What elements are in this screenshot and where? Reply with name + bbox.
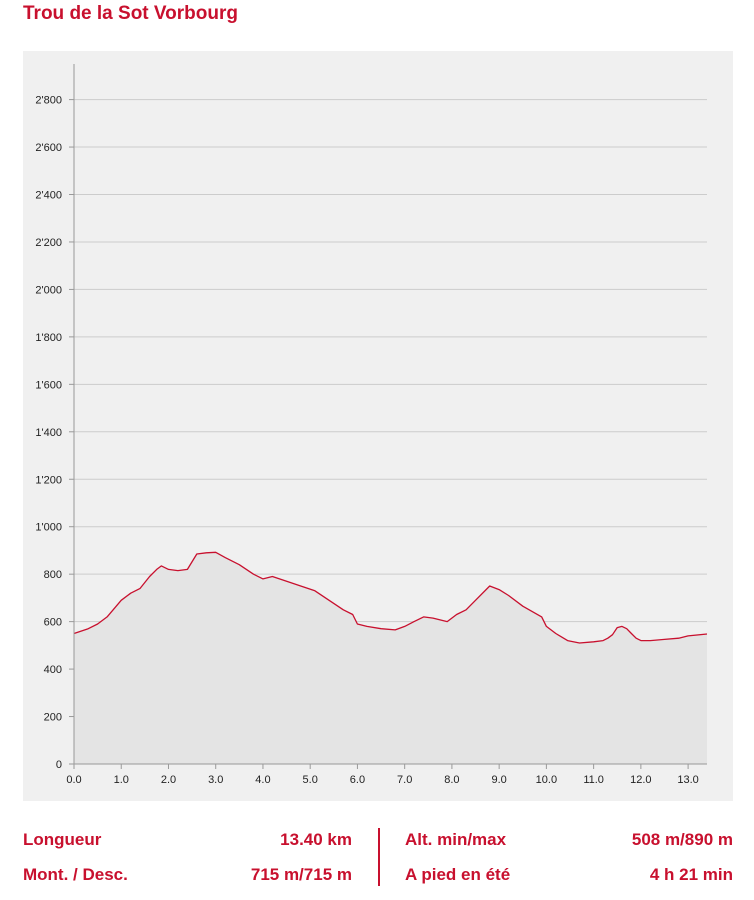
x-tick-label: 9.0 [492, 774, 507, 786]
ascent-descent-value: 715 m/715 m [250, 865, 352, 884]
walking-time-value: 4 h 21 min [649, 865, 733, 884]
y-tick-label: 800 [44, 569, 62, 581]
x-tick-label: 1.0 [114, 774, 129, 786]
y-tick-label: 2'800 [35, 95, 62, 107]
page-title: Trou de la Sot Vorbourg [23, 3, 238, 24]
stats-divider [378, 828, 380, 886]
x-tick-label: 8.0 [444, 774, 459, 786]
x-tick-label: 12.0 [630, 774, 651, 786]
y-tick-label: 1'400 [35, 427, 62, 439]
y-tick-label: 1'800 [35, 332, 62, 344]
altitude-label: Alt. min/max [405, 830, 507, 849]
x-tick-label: 0.0 [66, 774, 81, 786]
x-tick-label: 2.0 [161, 774, 176, 786]
walking-time-label: A pied en été [405, 865, 511, 884]
x-tick-label: 4.0 [255, 774, 270, 786]
x-tick-label: 10.0 [536, 774, 557, 786]
x-tick-label: 13.0 [677, 774, 698, 786]
x-tick-label: 6.0 [350, 774, 365, 786]
y-tick-label: 400 [44, 664, 62, 676]
y-tick-label: 2'600 [35, 142, 62, 154]
y-tick-label: 1'200 [35, 474, 62, 486]
length-value: 13.40 km [280, 830, 352, 849]
elevation-line [73, 551, 708, 644]
x-tick-label: 3.0 [208, 774, 223, 786]
grid-layer [74, 99, 707, 718]
y-tick-label: 600 [44, 617, 62, 629]
y-tick-label: 200 [44, 712, 62, 724]
y-tick-label: 0 [56, 759, 62, 771]
y-tick-label: 1'600 [35, 379, 62, 391]
x-tick-label: 7.0 [397, 774, 412, 786]
y-tick-label: 1'000 [35, 522, 62, 534]
y-tick-label: 2'200 [35, 237, 62, 249]
altitude-value: 508 m/890 m [631, 830, 733, 849]
length-label: Longueur [23, 830, 102, 849]
axis-layer: 0 200 400 600 800 1'000 1'200 1'400 1'600 1'800 2'… [35, 64, 707, 786]
y-tick-label: 2'400 [35, 190, 62, 202]
route-stats: Longueur 13.40 km Mont. / Desc. 715 m/71… [0, 820, 754, 900]
ascent-descent-label: Mont. / Desc. [23, 865, 128, 884]
elevation-chart: 0 200 400 600 800 1'000 1'200 1'400 1'600 1'800 2'… [23, 51, 733, 801]
area-layer [73, 551, 708, 764]
x-tick-label: 5.0 [303, 774, 318, 786]
elevation-area [74, 552, 707, 764]
y-tick-label: 2'000 [35, 284, 62, 296]
x-tick-label: 11.0 [583, 774, 604, 786]
elevation-chart-svg: 0 200 400 600 800 1'000 1'200 1'400 1'600 1'800 2'… [35, 64, 708, 786]
